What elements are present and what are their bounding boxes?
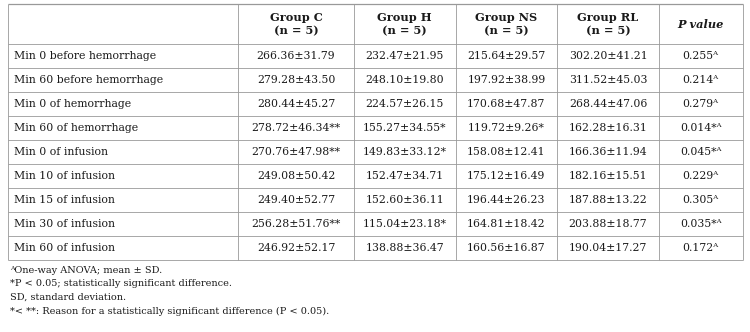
Text: 215.64±29.57: 215.64±29.57: [467, 51, 545, 61]
Text: 155.27±34.55*: 155.27±34.55*: [363, 123, 446, 133]
Text: Min 15 of infusion: Min 15 of infusion: [13, 195, 114, 205]
Text: Min 60 before hemorrhage: Min 60 before hemorrhage: [13, 75, 163, 85]
Text: 268.44±47.06: 268.44±47.06: [568, 99, 647, 109]
Text: 232.47±21.95: 232.47±21.95: [365, 51, 444, 61]
Text: Min 60 of infusion: Min 60 of infusion: [13, 243, 115, 253]
Text: 152.47±34.71: 152.47±34.71: [365, 171, 444, 181]
Text: 0.229ᴬ: 0.229ᴬ: [682, 171, 718, 181]
Text: Min 10 of infusion: Min 10 of infusion: [13, 171, 115, 181]
Text: ᴬOne-way ANOVA; mean ± SD.: ᴬOne-way ANOVA; mean ± SD.: [10, 266, 162, 275]
Text: 0.035*ᴬ: 0.035*ᴬ: [680, 219, 722, 229]
Text: Min 60 of hemorrhage: Min 60 of hemorrhage: [13, 123, 138, 133]
Text: 162.28±16.31: 162.28±16.31: [568, 123, 647, 133]
Text: Group NS
(n = 5): Group NS (n = 5): [476, 12, 538, 36]
Text: 248.10±19.80: 248.10±19.80: [365, 75, 444, 85]
Text: 203.88±18.77: 203.88±18.77: [568, 219, 647, 229]
Text: 164.81±18.42: 164.81±18.42: [467, 219, 546, 229]
Text: Group RL
(n = 5): Group RL (n = 5): [578, 12, 639, 36]
Text: 249.08±50.42: 249.08±50.42: [256, 171, 335, 181]
Text: 246.92±52.17: 246.92±52.17: [256, 243, 335, 253]
Text: 197.92±38.99: 197.92±38.99: [467, 75, 545, 85]
Text: 280.44±45.27: 280.44±45.27: [257, 99, 335, 109]
Text: Min 30 of infusion: Min 30 of infusion: [13, 219, 115, 229]
Text: 256.28±51.76**: 256.28±51.76**: [251, 219, 340, 229]
Text: 149.83±33.12*: 149.83±33.12*: [363, 147, 447, 157]
Text: *< **: Reason for a statistically significant difference (P < 0.05).: *< **: Reason for a statistically signif…: [10, 306, 329, 316]
Text: Group C
(n = 5): Group C (n = 5): [270, 12, 322, 36]
Text: 0.279ᴬ: 0.279ᴬ: [682, 99, 718, 109]
Text: 302.20±41.21: 302.20±41.21: [568, 51, 647, 61]
Text: 0.214ᴬ: 0.214ᴬ: [682, 75, 718, 85]
Text: 138.88±36.47: 138.88±36.47: [365, 243, 444, 253]
Text: 119.72±9.26*: 119.72±9.26*: [468, 123, 544, 133]
Text: 175.12±16.49: 175.12±16.49: [467, 171, 545, 181]
Text: 170.68±47.87: 170.68±47.87: [467, 99, 545, 109]
Text: 224.57±26.15: 224.57±26.15: [365, 99, 444, 109]
Text: Min 0 of infusion: Min 0 of infusion: [13, 147, 107, 157]
Text: *P < 0.05; statistically significant difference.: *P < 0.05; statistically significant dif…: [10, 280, 232, 289]
Text: 187.88±13.22: 187.88±13.22: [568, 195, 647, 205]
Text: 270.76±47.98**: 270.76±47.98**: [251, 147, 340, 157]
Text: 0.014*ᴬ: 0.014*ᴬ: [680, 123, 722, 133]
Text: 0.305ᴬ: 0.305ᴬ: [682, 195, 718, 205]
Text: 0.172ᴬ: 0.172ᴬ: [682, 243, 718, 253]
Text: 166.36±11.94: 166.36±11.94: [568, 147, 647, 157]
Text: 279.28±43.50: 279.28±43.50: [256, 75, 335, 85]
Text: 115.04±23.18*: 115.04±23.18*: [363, 219, 447, 229]
Text: 278.72±46.34**: 278.72±46.34**: [251, 123, 340, 133]
Text: SD, standard deviation.: SD, standard deviation.: [10, 293, 126, 302]
Text: 160.56±16.87: 160.56±16.87: [467, 243, 546, 253]
Text: Min 0 before hemorrhage: Min 0 before hemorrhage: [13, 51, 156, 61]
Text: 249.40±52.77: 249.40±52.77: [257, 195, 335, 205]
Text: 0.255ᴬ: 0.255ᴬ: [682, 51, 718, 61]
Text: 152.60±36.11: 152.60±36.11: [365, 195, 444, 205]
Text: Min 0 of hemorrhage: Min 0 of hemorrhage: [13, 99, 130, 109]
Text: 158.08±12.41: 158.08±12.41: [467, 147, 546, 157]
Text: 190.04±17.27: 190.04±17.27: [568, 243, 647, 253]
Text: 0.045*ᴬ: 0.045*ᴬ: [680, 147, 722, 157]
Text: 182.16±15.51: 182.16±15.51: [568, 171, 647, 181]
Text: 311.52±45.03: 311.52±45.03: [568, 75, 647, 85]
Text: Group H
(n = 5): Group H (n = 5): [377, 12, 432, 36]
Text: P value: P value: [677, 19, 724, 30]
Text: 266.36±31.79: 266.36±31.79: [256, 51, 335, 61]
Text: 196.44±26.23: 196.44±26.23: [467, 195, 545, 205]
